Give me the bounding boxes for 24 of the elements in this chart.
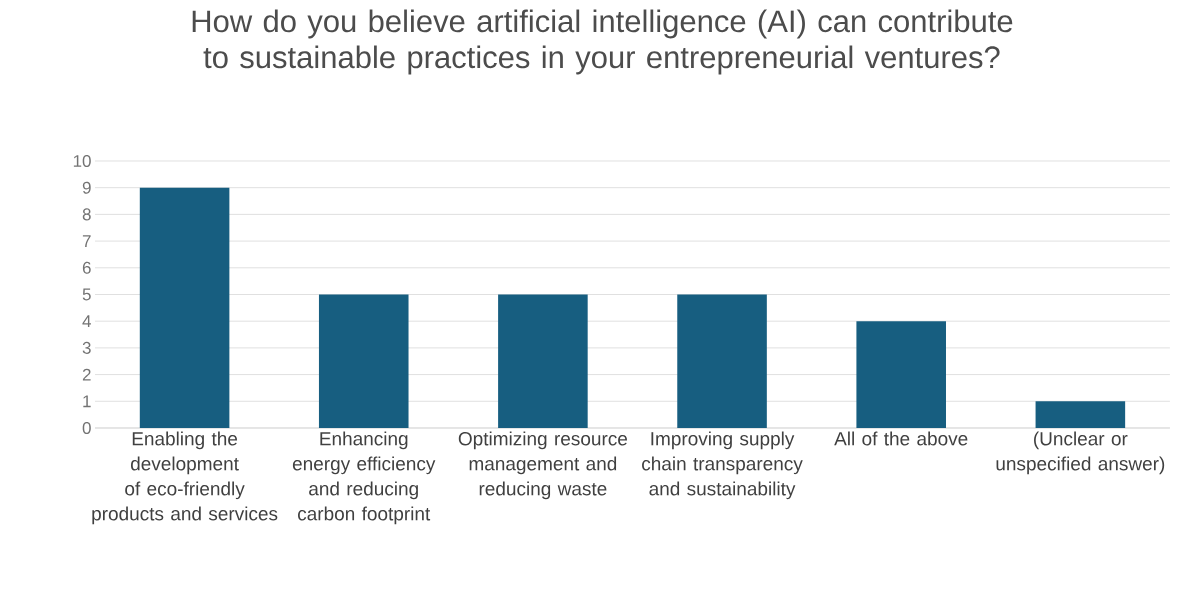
y-tick-label: 7 (82, 235, 91, 247)
chart-title: How do you believe artificial intelligence (AI) can contribute to sustainable practices in your entrepreneurial ventures? (192, 9, 1013, 75)
x-tick-label: (Unclear or unspecified answer) (996, 431, 1165, 475)
bar (856, 321, 946, 428)
y-tick-label: 10 (73, 154, 91, 168)
bar (318, 294, 409, 428)
y-tick-label: 9 (82, 181, 91, 194)
bar (677, 294, 767, 428)
y-tick-label: 2 (82, 368, 91, 381)
x-tick-label: All of the above (834, 431, 968, 446)
x-tick-label: Enhancing energy efficiency and reducing carbon footprint (292, 431, 436, 525)
y-tick-label: 8 (82, 208, 91, 221)
bar (498, 294, 588, 428)
y-tick-label: 1 (83, 395, 91, 408)
bar (139, 187, 230, 428)
bar (1035, 401, 1126, 428)
y-tick-label: 5 (82, 288, 91, 301)
y-tick-label: 4 (82, 315, 91, 328)
x-tick-label: Optimizing resource management and reducing waste (458, 431, 628, 500)
x-tick-label: Improving supply chain transparency and sustainability (642, 431, 803, 500)
y-tick-label: 0 (82, 421, 91, 435)
y-tick-label: 6 (82, 261, 91, 274)
y-tick-label: 3 (82, 341, 91, 354)
x-tick-label: Enabling the development of eco-friendly products and services (92, 431, 278, 525)
